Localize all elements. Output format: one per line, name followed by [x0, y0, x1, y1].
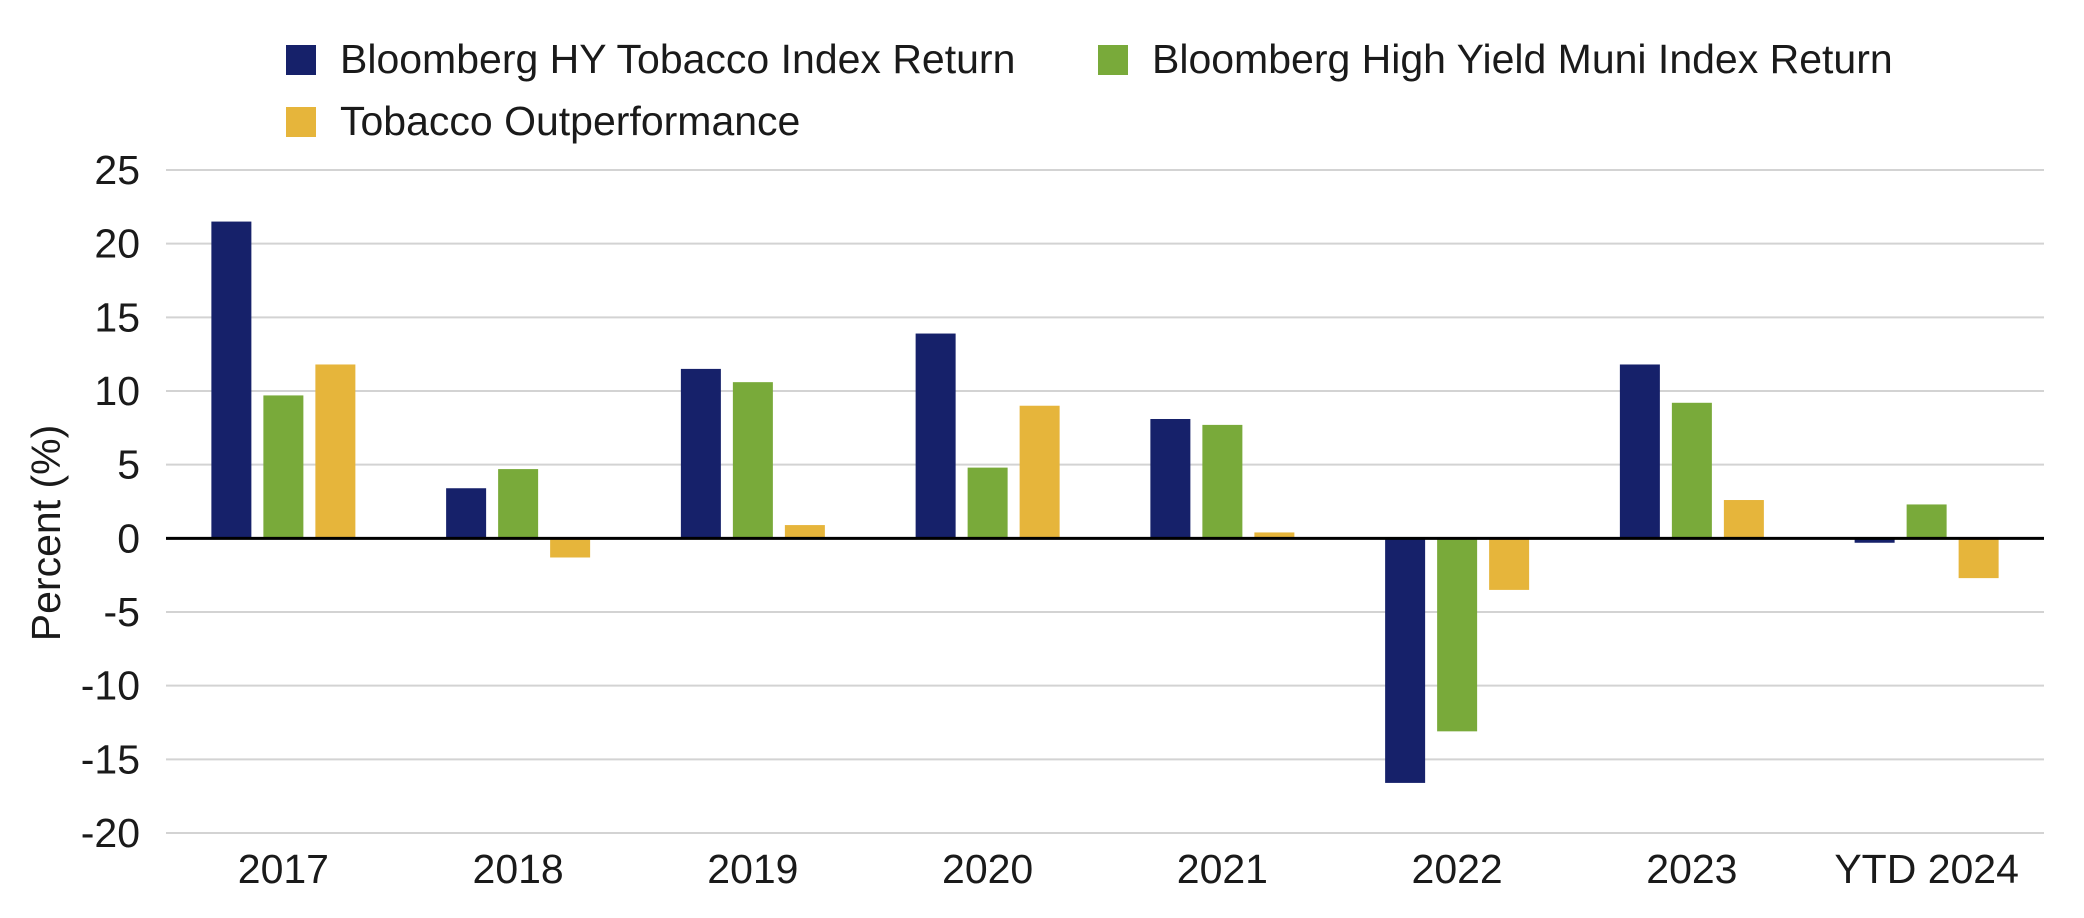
- bar-1: [1150, 418, 1191, 539]
- bar-1: [1619, 364, 1660, 539]
- bar-2: [498, 469, 539, 539]
- y-tick-label: -5: [104, 589, 140, 635]
- legend-item-tobacco-index: Bloomberg HY Tobacco Index Return: [286, 36, 1015, 83]
- legend-swatch-hy-muni-index: [1098, 44, 1128, 75]
- y-tick-label: 10: [94, 368, 140, 414]
- y-axis-title: Percent (%): [23, 425, 69, 641]
- bar-3: [784, 525, 825, 539]
- bar-3: [315, 364, 356, 539]
- legend-label-hy-muni-index: Bloomberg High Yield Muni Index Return: [1152, 36, 1893, 82]
- legend-item-tobacco-outperformance: Tobacco Outperformance: [286, 98, 800, 145]
- bar-2: [263, 395, 304, 539]
- bar-1: [446, 488, 487, 539]
- bar-3: [1254, 532, 1295, 539]
- y-tick-label: -15: [81, 736, 140, 782]
- x-tick-label: 2017: [238, 846, 329, 892]
- bar-2: [1671, 402, 1712, 539]
- gridlines: [166, 169, 2044, 834]
- legend-label-tobacco-index: Bloomberg HY Tobacco Index Return: [340, 36, 1016, 82]
- x-tick-label: 2018: [473, 846, 564, 892]
- axes: 25 20 15 10 5 0 -5 -10 -15 -20 2017 2018 2019 2020 202…: [81, 147, 2044, 892]
- y-tick-label: 5: [117, 442, 140, 488]
- bar-2: [1202, 424, 1243, 539]
- bar-2: [732, 382, 773, 539]
- x-tick-label: 2021: [1177, 846, 1268, 892]
- legend-label-tobacco-outperformance: Tobacco Outperformance: [340, 98, 801, 144]
- y-tick-label: 15: [94, 294, 140, 340]
- x-tick-label: YTD 2024: [1834, 846, 2019, 892]
- bar-1: [1854, 538, 1895, 543]
- x-tick-label: 2019: [707, 846, 798, 892]
- bar-1: [211, 221, 252, 539]
- y-tick-label: 0: [117, 515, 140, 561]
- bar-3: [1019, 405, 1060, 539]
- bar-1: [915, 333, 956, 539]
- bar-3: [1958, 538, 1999, 579]
- bar-2: [1437, 538, 1478, 732]
- bars: [211, 221, 1999, 783]
- y-tick-label: -20: [81, 810, 140, 856]
- bar-2: [967, 467, 1008, 539]
- bar-3: [550, 538, 591, 558]
- x-tick-label: 2022: [1412, 846, 1503, 892]
- legend-swatch-tobacco-index: [286, 44, 316, 75]
- y-tick-label: -10: [81, 663, 140, 709]
- legend-item-hy-muni-index: Bloomberg High Yield Muni Index Return: [1098, 36, 1893, 83]
- legend-swatch-tobacco-outperformance: [286, 106, 316, 137]
- bar-3: [1723, 500, 1764, 539]
- x-tick-label: 2023: [1646, 846, 1737, 892]
- bar-1: [680, 368, 721, 539]
- y-tick-label: 25: [94, 147, 140, 193]
- x-tick-label: 2020: [942, 846, 1033, 892]
- bar-1: [1385, 538, 1426, 783]
- y-tick-label: 20: [94, 221, 140, 267]
- bar-3: [1489, 538, 1530, 590]
- bar-2: [1906, 504, 1947, 539]
